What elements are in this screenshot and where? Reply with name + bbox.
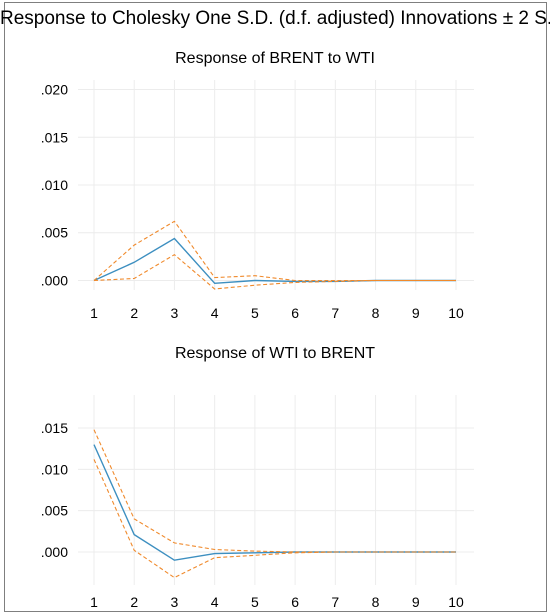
y-tick-label: .005 [41, 503, 68, 519]
x-tick-label: 2 [130, 594, 138, 610]
x-tick-label: 6 [291, 594, 299, 610]
series-line-lower [93, 254, 456, 290]
series-line-response [93, 237, 456, 285]
y-tick-label: .020 [41, 82, 68, 98]
x-tick-label: 7 [331, 305, 339, 321]
y-tick-label: .015 [41, 129, 68, 145]
y-tick-label: .000 [41, 272, 68, 288]
series-line-upper [93, 220, 456, 282]
x-tick-label: 4 [211, 594, 219, 610]
x-tick-label: 5 [251, 305, 259, 321]
x-tick-label: 10 [448, 305, 464, 321]
x-tick-label: 2 [130, 305, 138, 321]
panel-2-title: Response of WTI to BRENT [174, 345, 376, 362]
x-tick-label: 3 [171, 594, 179, 610]
y-tick-label: .000 [41, 544, 68, 560]
y-tick-label: .015 [41, 420, 68, 436]
y-tick-label: .010 [41, 461, 68, 477]
y-tick-label: .005 [41, 225, 68, 241]
series-line-upper [93, 429, 456, 553]
x-tick-label: 7 [331, 594, 339, 610]
panel-1-title: Response of BRENT to WTI [175, 50, 375, 67]
x-tick-label: 1 [90, 305, 98, 321]
figure-frame [4, 2, 547, 612]
x-tick-label: 9 [412, 305, 420, 321]
figure-title: Response to Cholesky One S.D. (d.f. adju… [0, 8, 550, 29]
y-tick-label: .010 [41, 177, 68, 193]
x-tick-label: 10 [448, 594, 464, 610]
chart-wti-to-brent: .000 .005 .010 .015 1 2 3 4 5 6 7 8 9 10 [41, 395, 474, 610]
x-tick-label: 4 [211, 305, 219, 321]
x-tick-label: 3 [171, 305, 179, 321]
x-tick-label: 8 [372, 305, 380, 321]
series-line-lower [93, 459, 456, 579]
chart-brent-to-wti: .000 .005 .010 .015 .020 1 2 3 4 5 6 7 8 9 10 [41, 80, 474, 321]
x-tick-label: 9 [412, 594, 420, 610]
x-tick-label: 1 [90, 594, 98, 610]
x-tick-label: 6 [291, 305, 299, 321]
x-tick-label: 8 [372, 594, 380, 610]
series-line-response [93, 444, 456, 561]
x-tick-label: 5 [251, 594, 259, 610]
